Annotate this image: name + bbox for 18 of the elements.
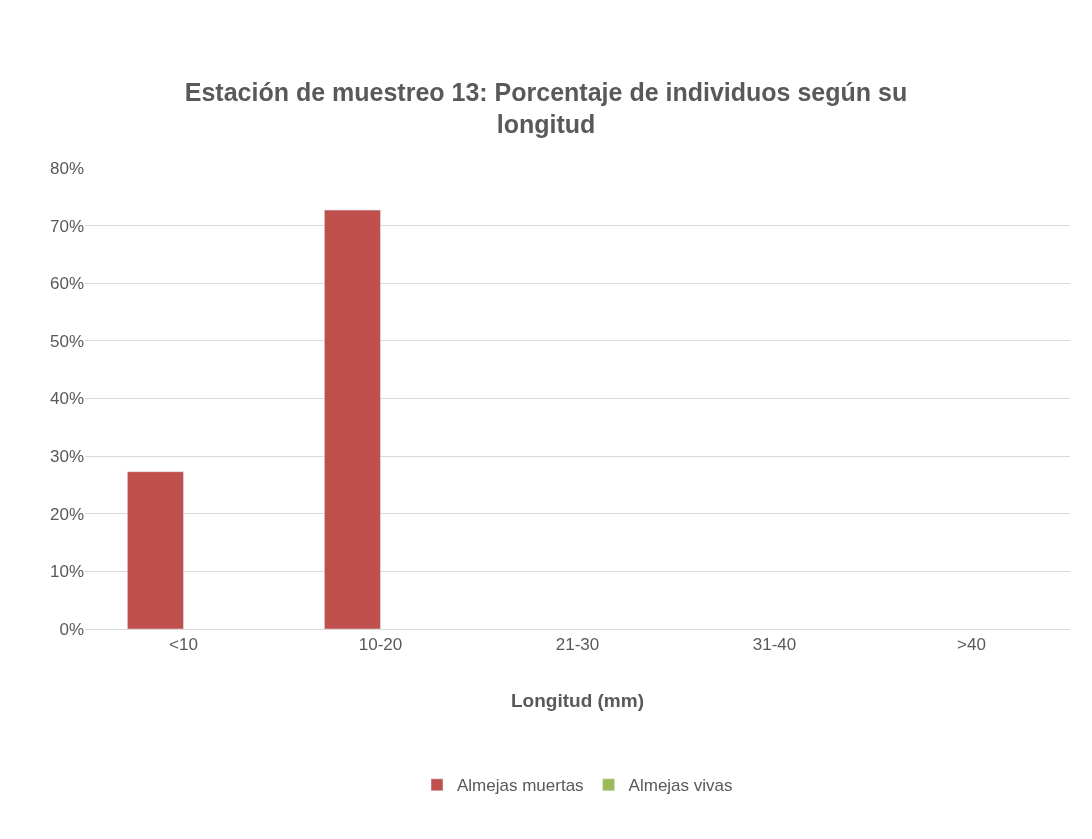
y-tick-label: 60%: [49, 274, 84, 294]
x-tick-label: <10: [169, 635, 198, 655]
x-tick-label: 10-20: [358, 635, 403, 655]
y-tick-label: 10%: [49, 562, 84, 582]
legend-label: Almejas vivas: [628, 776, 733, 796]
y-tick-label: 20%: [49, 504, 84, 524]
y-tick-label: 80%: [49, 158, 84, 178]
x-tick-label: >40: [957, 635, 986, 655]
x-axis-title: Longitud (mm): [511, 690, 644, 712]
y-tick-label: 40%: [49, 389, 84, 409]
x-tick-label: 31-40: [752, 635, 797, 655]
legend-label: Almejas muertas: [457, 776, 584, 796]
y-tick-label: 30%: [49, 447, 84, 467]
y-tick-label: 70%: [49, 216, 84, 236]
y-tick-label: 50%: [49, 331, 84, 351]
chart-title: Estación de muestreo 13: Porcentaje de individuos según su longitud: [184, 77, 908, 139]
x-tick-label: 21-30: [555, 635, 600, 655]
y-tick-label: 0%: [59, 619, 84, 639]
